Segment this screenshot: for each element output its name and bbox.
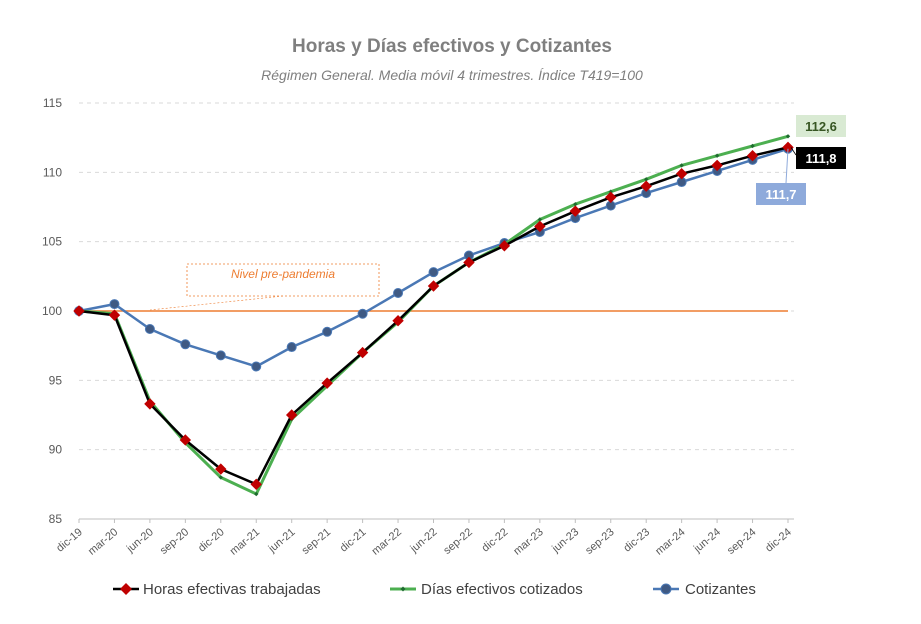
end-label: 111,7 [765,187,796,202]
series-point [711,159,723,172]
x-tick-label: sep-24 [725,526,758,557]
x-tick-label: jun-20 [124,526,156,555]
grid-layer [79,102,794,451]
series-point [321,377,333,389]
legend-swatch-marker [400,586,406,592]
series-point [392,314,404,327]
series-point [250,478,262,491]
x-tick-label: sep-21 [300,526,333,557]
legend: Horas efectivas trabajadas Días efectivos… [113,581,756,598]
x-tick-label: mar-21 [228,526,262,558]
y-tick-label: 110 [43,165,62,179]
series-point [73,305,85,317]
x-tick-label: jun-21 [266,526,298,555]
series-point [463,256,475,269]
legend-label: Días efectivos cotizados [421,581,583,598]
x-tick-label: mar-23 [511,526,545,558]
legend-item: Días efectivos cotizados [390,581,583,598]
annotation-layer: Nivel pre-pandemia [79,263,788,312]
series-point [286,342,297,353]
x-tick-label: jun-23 [549,526,581,555]
series-point [573,202,578,207]
end-label-box [756,183,806,205]
end-label: 111,8 [805,151,836,166]
series-point [675,168,688,180]
series-point [218,475,223,480]
y-tick-label: 95 [49,373,63,387]
chart-subtitle: Régimen General. Media móvil 4 trimestre… [261,67,643,83]
x-tick-label: dic-21 [338,526,369,554]
y-tick-label: 85 [49,512,63,526]
y-tick-label: 105 [42,235,62,249]
series-point [254,491,259,497]
series-point [215,350,226,361]
chart-title: Horas y Días efectivos y Cotizantes [292,36,612,57]
end-label-box [796,147,846,169]
series-point [285,409,298,421]
series-point [109,299,120,310]
series-point [427,280,440,292]
series-point [393,287,404,298]
legend-item: Cotizantes [653,581,756,598]
series-point [679,163,684,168]
series-point [179,434,192,446]
x-tick-label: dic-24 [763,526,794,554]
x-tick-label: sep-23 [583,526,616,557]
series-point [180,339,191,350]
series-point [750,143,755,149]
end-label-leader [790,147,797,156]
x-tick-label: dic-20 [196,526,227,554]
x-tick-label: sep-22 [441,526,474,557]
x-tick-label: dic-23 [621,526,652,554]
series-point [714,153,720,158]
end-label: 112,6 [805,119,837,134]
y-tick-label: 115 [43,96,62,110]
x-tick-label: dic-22 [480,526,511,554]
legend-label: Cotizantes [685,581,756,598]
series-point [357,308,368,319]
x-tick-label: mar-20 [86,526,120,558]
x-tick-label: sep-20 [158,526,191,557]
x-tick-label: mar-24 [653,526,687,558]
legend-swatch-marker [120,583,132,595]
legend-item: Horas efectivas trabajadas [113,581,321,598]
series-point [215,463,227,475]
series-point [144,324,155,335]
y-tick-label: 100 [42,304,62,318]
end-label-layer: 112,6 111,8 111,7 [756,115,846,205]
series-point [537,217,543,222]
x-tick-label: mar-22 [370,526,404,558]
annotation-leader [149,295,284,311]
series-point [640,180,652,192]
series-point [605,191,617,204]
series-point [356,346,369,359]
x-tick-label: jun-24 [691,526,723,555]
series-point [569,205,582,217]
series-point [785,134,791,139]
series-point [644,177,649,182]
legend-label: Horas efectivas trabajadas [143,581,321,598]
annotation-text: Nivel pre-pandemia [231,267,335,281]
x-tick-label: dic-19 [54,526,85,554]
series-0 [73,141,794,491]
end-label-leader [785,148,789,184]
series-point [498,240,511,252]
series-point [251,361,262,372]
legend-swatch-marker [660,583,672,595]
y-tick-label: 90 [49,443,63,457]
series-layer [73,134,794,497]
series-point [534,220,546,233]
series-point [322,326,333,337]
x-tick-label: jun-22 [408,526,440,555]
series-line [78,146,789,486]
series-point [144,398,156,410]
end-label-box [796,115,846,137]
series-2 [74,143,793,372]
series-point [428,267,439,278]
series-point [746,149,759,162]
series-point [108,309,121,321]
